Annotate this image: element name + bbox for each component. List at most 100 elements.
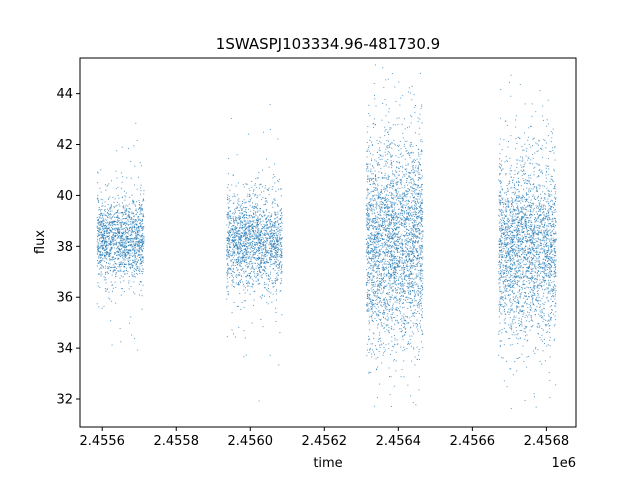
flux-point — [249, 221, 251, 223]
flux-point — [112, 234, 114, 236]
flux-point — [411, 202, 413, 204]
flux-point — [251, 278, 253, 280]
flux-point — [102, 236, 104, 238]
flux-point — [131, 218, 133, 220]
flux-point — [114, 228, 116, 230]
flux-point — [115, 272, 117, 274]
flux-point — [274, 230, 276, 232]
flux-point — [267, 261, 269, 263]
flux-point — [240, 221, 242, 223]
flux-point — [234, 210, 236, 212]
flux-point — [366, 197, 368, 199]
flux-point — [113, 223, 115, 225]
flux-point — [120, 212, 122, 214]
flux-point — [274, 223, 276, 225]
flux-point — [122, 207, 124, 209]
flux-point — [235, 244, 237, 246]
flux-point — [142, 259, 144, 261]
flux-point — [369, 277, 371, 279]
flux-point — [120, 239, 122, 241]
flux-point — [231, 270, 233, 272]
flux-point — [96, 265, 98, 267]
flux-point — [399, 282, 401, 284]
flux-point — [231, 225, 233, 227]
flux-point — [251, 270, 253, 272]
flux-point — [276, 217, 278, 219]
flux-point — [255, 267, 257, 269]
flux-point — [406, 193, 408, 195]
flux-point — [416, 218, 418, 220]
flux-point — [232, 251, 234, 253]
flux-point — [396, 193, 398, 195]
flux-point — [251, 246, 253, 248]
flux-point — [115, 262, 117, 264]
flux-point — [125, 232, 127, 234]
flux-point — [229, 211, 231, 213]
flux-point — [227, 270, 229, 272]
flux-point — [140, 262, 142, 264]
flux-point — [266, 252, 268, 254]
flux-point — [239, 243, 241, 245]
flux-point — [265, 273, 267, 275]
flux-point — [270, 229, 272, 231]
flux-point — [240, 250, 242, 252]
flux-point — [264, 225, 266, 227]
flux-point — [418, 227, 419, 229]
flux-point — [404, 231, 406, 233]
flux-point — [382, 277, 384, 279]
flux-point — [136, 240, 138, 242]
flux-point — [118, 254, 120, 256]
flux-point — [139, 229, 141, 231]
flux-point — [229, 253, 231, 255]
flux-point — [379, 344, 381, 346]
flux-point — [125, 246, 127, 248]
flux-point — [105, 258, 107, 260]
flux-point — [388, 255, 390, 257]
flux-point — [398, 232, 399, 234]
flux-point — [96, 198, 98, 200]
flux-point — [120, 235, 122, 237]
flux-point — [368, 310, 370, 312]
flux-point — [96, 226, 98, 228]
flux-point — [142, 214, 144, 216]
flux-point — [398, 221, 400, 223]
flux-point — [376, 303, 378, 305]
flux-point — [389, 394, 391, 396]
flux-point — [265, 250, 267, 252]
flux-point — [276, 226, 278, 228]
flux-point — [237, 234, 239, 236]
flux-point — [257, 275, 259, 277]
flux-point — [249, 252, 251, 254]
flux-point — [112, 290, 113, 292]
flux-point — [261, 274, 263, 276]
flux-point — [410, 305, 412, 307]
flux-point — [393, 346, 395, 348]
flux-point — [403, 306, 405, 308]
flux-point — [419, 206, 421, 208]
flux-point — [107, 217, 109, 219]
flux-point — [100, 245, 102, 247]
flux-point — [374, 241, 376, 243]
flux-point — [255, 206, 257, 208]
flux-point — [100, 217, 102, 219]
flux-point — [272, 240, 274, 242]
flux-point — [124, 254, 126, 256]
flux-point — [416, 189, 418, 191]
flux-point — [134, 256, 136, 258]
flux-point — [127, 241, 129, 243]
flux-point — [105, 252, 107, 254]
flux-point — [385, 242, 387, 244]
flux-point — [231, 281, 233, 283]
flux-point — [132, 261, 134, 263]
flux-point — [389, 308, 391, 310]
flux-point — [269, 219, 271, 221]
flux-point — [113, 267, 115, 268]
flux-point — [127, 219, 129, 221]
flux-point — [383, 312, 385, 314]
flux-point — [417, 117, 419, 119]
flux-point — [109, 217, 111, 219]
flux-point — [242, 267, 244, 269]
flux-point — [366, 291, 368, 293]
flux-point — [231, 254, 233, 256]
flux-point — [99, 217, 101, 219]
